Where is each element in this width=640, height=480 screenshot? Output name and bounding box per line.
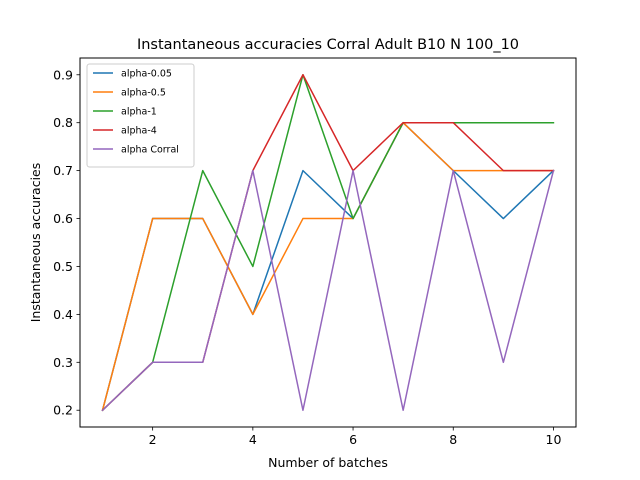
series-line-3 [101, 74, 555, 412]
chart-title: Instantaneous accuracies Corral Adult B1… [137, 37, 519, 53]
y-tick-label: 0.9 [53, 67, 73, 82]
y-tick-label: 0.7 [53, 163, 73, 178]
y-tick-label: 0.3 [53, 355, 73, 370]
series-line-2 [101, 121, 555, 412]
plot-frame [79, 57, 577, 428]
x-axis-ticks: 2 4 6 8 10 [149, 427, 562, 447]
x-tick-label: 6 [349, 432, 357, 447]
legend-label-1: alpha-0.05 [121, 69, 172, 80]
x-tick-label: 8 [449, 432, 457, 447]
legend-label-2: alpha-0.5 [121, 88, 166, 99]
y-tick-label: 0.6 [53, 211, 73, 226]
legend-label-4: alpha-4 [121, 126, 157, 137]
y-tick-label: 0.4 [53, 307, 73, 322]
y-axis-ticks: 0.2 0.3 0.4 0.5 0.6 0.7 0.8 0.9 [53, 67, 80, 418]
legend: alpha-0.05 alpha-0.5 alpha-1 alpha-4 alpha C… [86, 63, 195, 168]
legend-box [86, 63, 195, 168]
x-axis-label: Number of batches [268, 455, 388, 470]
legend-label-5: alpha Corral [121, 145, 179, 156]
y-tick-label: 0.2 [53, 403, 73, 418]
y-tick-label: 0.8 [53, 115, 73, 130]
legend-label-3: alpha-1 [121, 107, 157, 118]
y-tick-label: 0.5 [53, 259, 73, 274]
x-tick-label: 10 [546, 432, 562, 447]
x-tick-label: 4 [249, 432, 257, 447]
y-axis-label: Instantaneous accuracies [28, 163, 43, 323]
plot-lines [101, 74, 555, 412]
series-line-5 [101, 169, 555, 412]
x-tick-label: 2 [149, 432, 157, 447]
